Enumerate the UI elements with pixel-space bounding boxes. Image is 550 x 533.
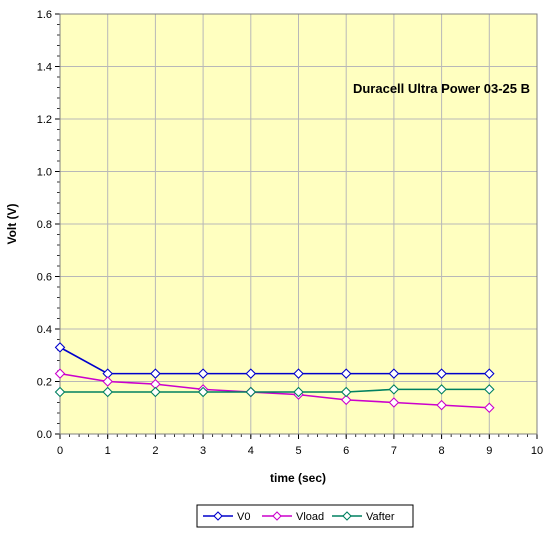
data-point [340,386,352,398]
series-line-Vafter [60,388,490,393]
y-tick-label: 1.4 [37,62,52,74]
y-tick-label: 0.6 [37,272,52,284]
data-point [436,368,447,379]
data-point [197,386,209,398]
x-axis-label: time (sec) [270,471,326,485]
series-group [54,342,495,414]
data-point [150,368,161,379]
data-point [54,368,66,379]
legend-label-Vafter: Vafter [366,511,395,523]
x-tick-labels: 0 1 2 3 4 5 6 7 8 9 10 [57,445,543,457]
chart-annotation: Duracell Ultra Power 03-25 B [353,81,530,96]
data-point [388,397,400,408]
x-tick-label: 8 [439,445,445,457]
y-tick-labels: 0.0 0.2 0.4 0.6 0.8 1.0 1.2 1.4 1.6 [37,9,52,441]
legend-label-Vload: Vload [296,511,324,523]
data-point [54,386,66,398]
x-tick-label: 2 [152,445,158,457]
legend-marker-V0 [213,511,223,521]
x-tick-label: 1 [105,445,111,457]
series-line-V0 [59,346,490,375]
data-point [436,384,447,395]
data-point [293,386,304,398]
legend-marker-Vafter [342,511,352,521]
x-tick-label: 3 [200,445,206,457]
data-point [197,368,209,379]
data-point [245,368,257,379]
data-point [484,384,495,395]
data-point [484,402,495,414]
data-point [102,376,113,387]
data-point [293,368,304,379]
x-tick-label: 6 [343,445,349,457]
x-tick-label: 9 [486,445,492,457]
legend-box [196,504,414,528]
data-point [388,368,400,379]
x-tick-label: 0 [57,445,63,457]
data-point [54,342,66,353]
y-tick-label: 0.4 [37,324,52,336]
data-point [340,394,352,406]
y-tick-label: 0.0 [37,429,52,441]
y-tick-label: 0.2 [37,377,52,389]
y-axis-label: Volt (V) [5,203,19,244]
data-point [436,399,447,411]
x-tick-label: 4 [248,445,254,457]
data-point [388,384,400,395]
x-tick-label: 7 [391,445,397,457]
x-tick-label: 10 [531,445,543,457]
legend-marker-Vload [272,511,282,521]
data-point [484,368,495,379]
legend-label-V0: V0 [237,511,250,523]
series-Vafter [54,384,495,398]
x-tick-label: 5 [295,445,301,457]
data-point [102,386,113,398]
plot-frame [59,13,538,435]
series-line-Vload [59,372,490,409]
y-tick-label: 1.2 [37,114,52,126]
data-point [245,386,257,398]
y-tick-label: 1.6 [37,9,52,21]
data-point [340,368,352,379]
y-tick-label: 0.8 [37,219,52,231]
legend: V0 Vload Vafter [196,504,414,528]
data-point [150,386,161,398]
y-tick-label: 1.0 [37,167,52,179]
